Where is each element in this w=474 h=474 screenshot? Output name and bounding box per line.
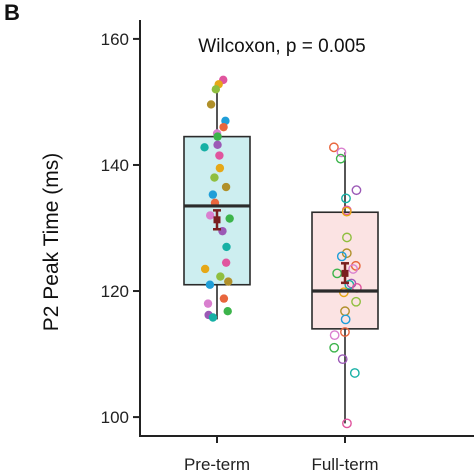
data-point bbox=[351, 296, 361, 307]
data-point bbox=[213, 132, 222, 141]
data-point bbox=[221, 182, 231, 192]
data-point bbox=[337, 354, 348, 365]
y-axis: 100 120 140 160 P2 Peak Time (ms) bbox=[40, 20, 141, 437]
data-point bbox=[223, 307, 232, 316]
panel-label: B bbox=[4, 0, 20, 25]
data-point bbox=[205, 211, 215, 220]
data-point bbox=[351, 185, 362, 196]
data-point bbox=[342, 418, 352, 429]
data-point bbox=[340, 327, 350, 337]
data-point bbox=[341, 248, 352, 259]
data-point bbox=[208, 313, 218, 322]
data-point bbox=[221, 116, 230, 126]
data-point bbox=[342, 232, 352, 243]
y-tick-label: 160 bbox=[101, 30, 129, 49]
data-point bbox=[336, 251, 347, 262]
data-point bbox=[213, 140, 222, 149]
data-point bbox=[200, 143, 209, 152]
x-tick-label: Pre-term bbox=[184, 455, 250, 474]
data-point bbox=[341, 206, 352, 217]
x-ticks: Pre-term Full-term bbox=[184, 436, 379, 474]
mean-marker bbox=[213, 216, 221, 224]
data-point bbox=[205, 280, 215, 289]
box-group-pre-term bbox=[183, 75, 251, 322]
data-point bbox=[329, 142, 339, 153]
mean-marker bbox=[341, 269, 349, 277]
data-point bbox=[215, 163, 225, 173]
data-point bbox=[348, 264, 359, 274]
data-point bbox=[224, 277, 233, 286]
data-point bbox=[340, 314, 351, 325]
box-group-full-term bbox=[311, 142, 379, 429]
data-point bbox=[225, 214, 234, 223]
data-point bbox=[208, 190, 218, 199]
data-point bbox=[335, 153, 346, 164]
data-point bbox=[206, 100, 216, 109]
y-tick-label: 120 bbox=[101, 282, 129, 301]
data-point bbox=[329, 330, 340, 341]
y-tick-label: 100 bbox=[101, 408, 129, 427]
data-point bbox=[216, 272, 225, 281]
x-axis: Pre-term Full-term bbox=[139, 435, 474, 474]
significance-annotation: Wilcoxon, p = 0.005 bbox=[198, 36, 365, 57]
y-axis-title: P2 Peak Time (ms) bbox=[40, 153, 63, 332]
data-point bbox=[350, 260, 361, 271]
y-tick-label: 140 bbox=[101, 156, 129, 175]
data-point bbox=[219, 294, 229, 303]
data-point bbox=[349, 368, 360, 378]
data-point bbox=[221, 258, 231, 267]
plot-area bbox=[183, 75, 379, 429]
data-point bbox=[219, 122, 228, 132]
data-point bbox=[336, 147, 347, 158]
data-point bbox=[329, 342, 340, 353]
data-point bbox=[341, 193, 351, 204]
data-point bbox=[222, 242, 231, 252]
data-point bbox=[210, 173, 219, 182]
data-point bbox=[211, 85, 221, 94]
x-tick-label: Full-term bbox=[311, 455, 378, 474]
y-ticks: 100 120 140 160 bbox=[101, 30, 140, 427]
data-point bbox=[332, 268, 343, 279]
data-point bbox=[200, 264, 210, 274]
data-point bbox=[215, 151, 224, 160]
data-point bbox=[203, 299, 213, 308]
